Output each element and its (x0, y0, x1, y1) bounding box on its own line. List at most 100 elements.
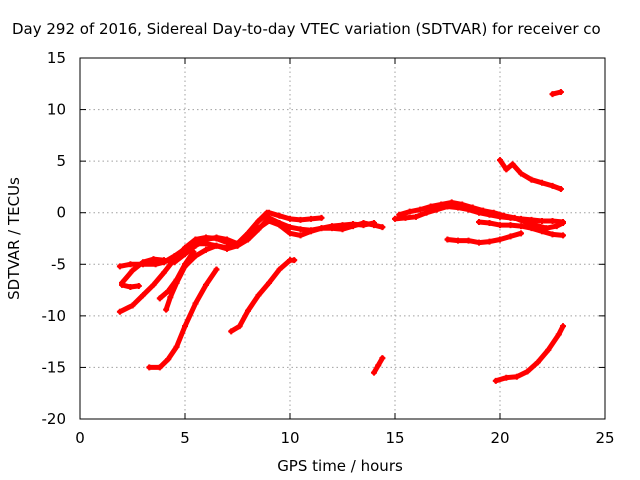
data-point (469, 204, 476, 211)
data-point (127, 261, 134, 268)
data-point (203, 234, 209, 241)
data-point (318, 225, 325, 232)
x-tick-label: 0 (75, 429, 85, 447)
data-point (152, 261, 159, 268)
data-point (539, 228, 545, 235)
data-point (287, 215, 293, 222)
data-point (329, 223, 335, 230)
data-point (406, 208, 413, 215)
data-point (350, 221, 356, 228)
data-point (135, 282, 142, 289)
data-point (192, 236, 199, 243)
data-point (297, 226, 304, 233)
series-track-2 (119, 209, 270, 286)
data-point (444, 236, 451, 243)
data-point (255, 226, 262, 233)
data-point (287, 224, 293, 231)
data-point (459, 201, 466, 208)
data-point (518, 230, 524, 237)
y-tick-label: -5 (51, 255, 66, 273)
data-point (423, 209, 430, 216)
data-point (507, 222, 514, 229)
data-point (318, 214, 325, 221)
series-track-3 (116, 214, 377, 315)
data-point (276, 212, 283, 219)
y-tick-label: -15 (42, 358, 67, 376)
data-point (545, 346, 552, 353)
data-point (490, 209, 497, 216)
data-point (560, 220, 566, 227)
data-point (486, 220, 493, 227)
data-point (480, 207, 487, 214)
data-point (524, 368, 531, 375)
data-point (528, 225, 535, 232)
data-point (255, 292, 262, 299)
data-point (417, 206, 424, 213)
data-point (140, 259, 146, 266)
data-point (308, 227, 314, 234)
data-point (476, 218, 482, 225)
y-tick-label: 15 (47, 49, 66, 67)
data-point (427, 203, 434, 210)
data-point (549, 91, 556, 98)
data-point (476, 239, 482, 246)
data-point (448, 199, 455, 206)
series-line (146, 266, 219, 370)
x-tick-label: 10 (280, 429, 299, 447)
data-point (486, 238, 493, 245)
data-point (146, 364, 153, 371)
data-point (192, 253, 199, 260)
series-layer (116, 89, 566, 384)
data-point (549, 231, 556, 238)
data-point (513, 373, 520, 380)
data-point (182, 244, 188, 251)
data-point (266, 209, 272, 216)
data-point (182, 263, 188, 270)
data-point (140, 292, 146, 299)
data-point (161, 269, 167, 276)
y-tick-label: -20 (42, 410, 67, 428)
data-point (119, 281, 125, 288)
grid-layer (80, 58, 605, 419)
data-point (455, 237, 461, 244)
series-track-8 (228, 257, 298, 335)
data-point (224, 239, 230, 246)
tick-layer: 0 5 10 15 20 25 -20 -15 -10 -5 0 5 10 15 (42, 49, 615, 447)
data-point (156, 364, 163, 371)
data-point (245, 307, 251, 314)
data-point (171, 256, 178, 263)
y-tick-label: 0 (56, 204, 66, 222)
data-point (492, 377, 499, 384)
data-point (392, 215, 398, 222)
series-track-16 (492, 323, 566, 384)
data-point (167, 294, 174, 301)
data-point (192, 300, 199, 307)
y-tick-label: 10 (47, 101, 66, 119)
data-point (129, 302, 136, 309)
data-point (539, 217, 545, 224)
data-point (236, 323, 243, 330)
data-point (287, 230, 293, 237)
x-tick-label: 20 (490, 429, 509, 447)
series-line (493, 323, 566, 384)
series-track-14 (497, 157, 564, 192)
data-point (213, 242, 220, 249)
data-point (539, 179, 545, 186)
data-point (534, 359, 541, 366)
data-point (402, 214, 409, 221)
data-point (371, 369, 377, 376)
data-point (276, 266, 283, 273)
data-point (297, 216, 304, 223)
data-point (245, 230, 251, 237)
data-point (291, 257, 298, 264)
data-point (522, 218, 529, 225)
x-tick-label: 15 (385, 429, 404, 447)
data-point (129, 267, 136, 274)
data-point (245, 236, 251, 243)
data-point (297, 232, 304, 239)
series-line (228, 257, 297, 334)
data-point (549, 217, 556, 224)
data-point (379, 355, 386, 362)
data-point (501, 212, 508, 219)
